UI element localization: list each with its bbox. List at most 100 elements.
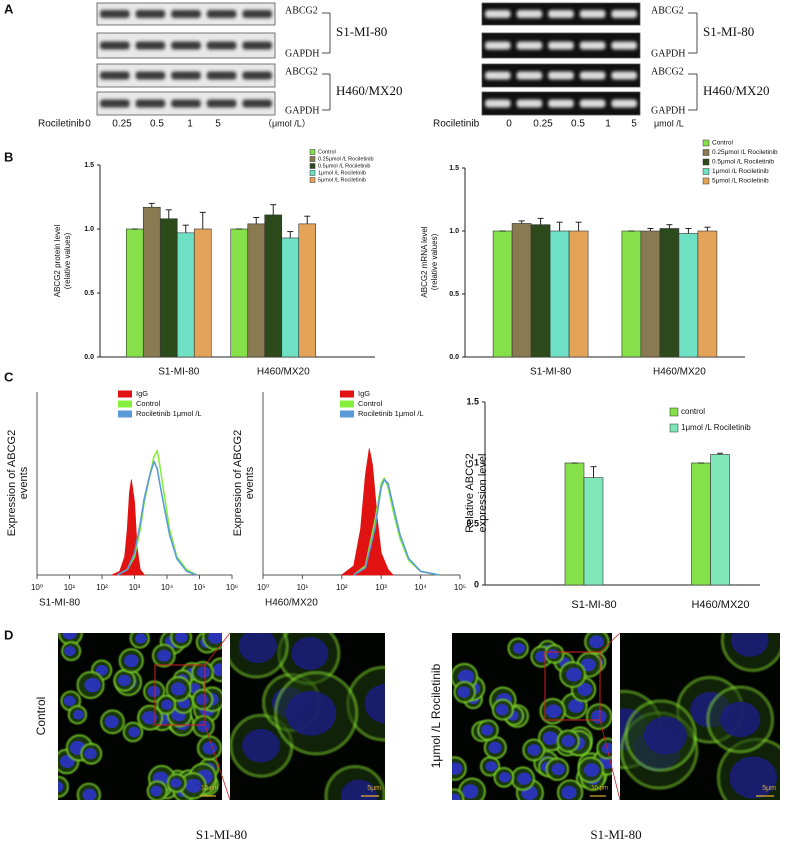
legend-label: 1μmol /L Rociletinib bbox=[318, 170, 366, 176]
error-bar bbox=[685, 227, 692, 234]
blot-band bbox=[516, 71, 543, 80]
y-axis-label: ABCG2 mRNA level bbox=[420, 226, 429, 297]
cell-nucleus bbox=[95, 664, 108, 676]
cells bbox=[452, 633, 612, 800]
legend-swatch bbox=[702, 149, 710, 156]
panel-label: A bbox=[4, 1, 14, 16]
blot-x-title: Rociletinib bbox=[38, 119, 85, 130]
x-tick-label: 10⁰ bbox=[31, 583, 43, 592]
legend-swatch bbox=[340, 390, 354, 398]
cell-nucleus bbox=[542, 731, 558, 745]
cell-nucleus bbox=[185, 778, 202, 793]
cell-nucleus bbox=[591, 709, 607, 724]
legend-label: Control bbox=[136, 399, 161, 408]
blot-concentration: 5 bbox=[631, 119, 637, 130]
zoom-line bbox=[599, 719, 621, 801]
error-bar bbox=[575, 221, 582, 231]
y-tick-label: 0.5 bbox=[466, 518, 479, 528]
image-caption: S1-MI-80 bbox=[196, 827, 247, 842]
error-bar bbox=[287, 231, 294, 238]
bar bbox=[568, 230, 589, 358]
legend-swatch bbox=[702, 139, 710, 147]
zoom-line bbox=[204, 724, 231, 801]
legend-swatch bbox=[309, 177, 316, 183]
blot-band bbox=[611, 41, 637, 50]
zoom-line bbox=[204, 632, 231, 666]
blot-unit: （μmol /L） bbox=[263, 118, 311, 128]
cell-nucleus bbox=[643, 716, 687, 755]
bar bbox=[298, 223, 317, 358]
error-bar bbox=[253, 216, 260, 224]
blot-concentration: 1 bbox=[605, 119, 611, 130]
cell-nucleus bbox=[481, 724, 494, 736]
cell-nucleus bbox=[488, 741, 502, 754]
cell-nucleus bbox=[731, 633, 769, 657]
legend-label: 5μmol /L Rociletinib bbox=[712, 178, 769, 185]
condition-label: Control bbox=[34, 697, 48, 736]
scale-bar-label: 5μm bbox=[367, 785, 381, 792]
blot-band bbox=[135, 10, 166, 18]
y-tick-label: 1.5 bbox=[84, 162, 94, 169]
histogram-curve bbox=[353, 479, 440, 576]
blot-concentration: 0.5 bbox=[150, 119, 164, 130]
x-axis-label: H460/MX20 bbox=[265, 598, 318, 609]
legend-label: Control bbox=[358, 399, 383, 408]
blot-band bbox=[548, 10, 574, 18]
x-tick-label: 10⁶ bbox=[226, 583, 238, 592]
cell-nucleus bbox=[242, 728, 280, 763]
y-tick-label: 0.5 bbox=[449, 291, 459, 298]
legend-swatch bbox=[340, 400, 354, 408]
y-tick-label: 0.0 bbox=[449, 354, 459, 361]
x-tick-label: 10³ bbox=[375, 583, 387, 592]
cell-nucleus bbox=[457, 686, 471, 698]
histogram-curve bbox=[341, 448, 394, 576]
cell-nucleus bbox=[208, 633, 222, 644]
x-tick-label: H460/MX20 bbox=[257, 367, 310, 378]
bar bbox=[659, 228, 680, 358]
x-tick-label: S1-MI-80 bbox=[530, 367, 572, 378]
zoom-box bbox=[154, 664, 206, 726]
error-bar bbox=[590, 466, 597, 478]
blot-band bbox=[485, 99, 511, 108]
blot-concentration: 0 bbox=[506, 119, 512, 130]
cell-nucleus bbox=[238, 633, 277, 664]
blot-band bbox=[206, 41, 237, 50]
zoom-line bbox=[599, 632, 621, 653]
blot-row-label: ABCG2 bbox=[285, 5, 318, 16]
legend-label: control bbox=[681, 407, 705, 416]
bar bbox=[193, 228, 212, 358]
legend-swatch bbox=[669, 423, 679, 433]
histogram-curve bbox=[117, 460, 197, 576]
legend-label: IgG bbox=[136, 389, 148, 398]
blot-group-label: S1-MI-80 bbox=[703, 24, 754, 39]
y-axis-label: ABCG2 protein level bbox=[53, 225, 62, 298]
cell-nucleus bbox=[84, 748, 97, 760]
bar bbox=[142, 206, 161, 358]
bar bbox=[264, 214, 283, 358]
cell-nucleus bbox=[63, 695, 76, 707]
cell-nucleus bbox=[64, 646, 76, 657]
cell-nucleus bbox=[147, 685, 161, 698]
blot-x-title: Rociletinib bbox=[433, 119, 480, 130]
blot-band bbox=[579, 41, 606, 50]
y-tick-label: 0.0 bbox=[84, 354, 94, 361]
cell-nucleus bbox=[545, 704, 562, 718]
x-axis-label: S1-MI-80 bbox=[39, 598, 81, 609]
scale-bar-label: 5μm bbox=[762, 785, 776, 792]
legend-label: 0.5μmol /L Rociletinib bbox=[318, 163, 371, 169]
y-axis-label: expression level bbox=[477, 454, 489, 533]
blot-band bbox=[171, 99, 201, 108]
blot-band bbox=[171, 10, 201, 18]
error-bar bbox=[518, 220, 525, 224]
blot-group-label: H460/MX20 bbox=[703, 83, 769, 98]
cell-nucleus bbox=[566, 667, 582, 682]
blot-band bbox=[485, 41, 511, 50]
cell-nucleus bbox=[197, 720, 211, 733]
cell-nucleus bbox=[58, 781, 64, 793]
cell-nucleus bbox=[161, 699, 173, 710]
blot-band bbox=[242, 99, 272, 108]
cell-nucleus bbox=[364, 683, 385, 724]
histogram-curve bbox=[353, 477, 440, 576]
y-axis-label: events bbox=[244, 466, 256, 499]
cell-nucleus bbox=[729, 756, 777, 799]
